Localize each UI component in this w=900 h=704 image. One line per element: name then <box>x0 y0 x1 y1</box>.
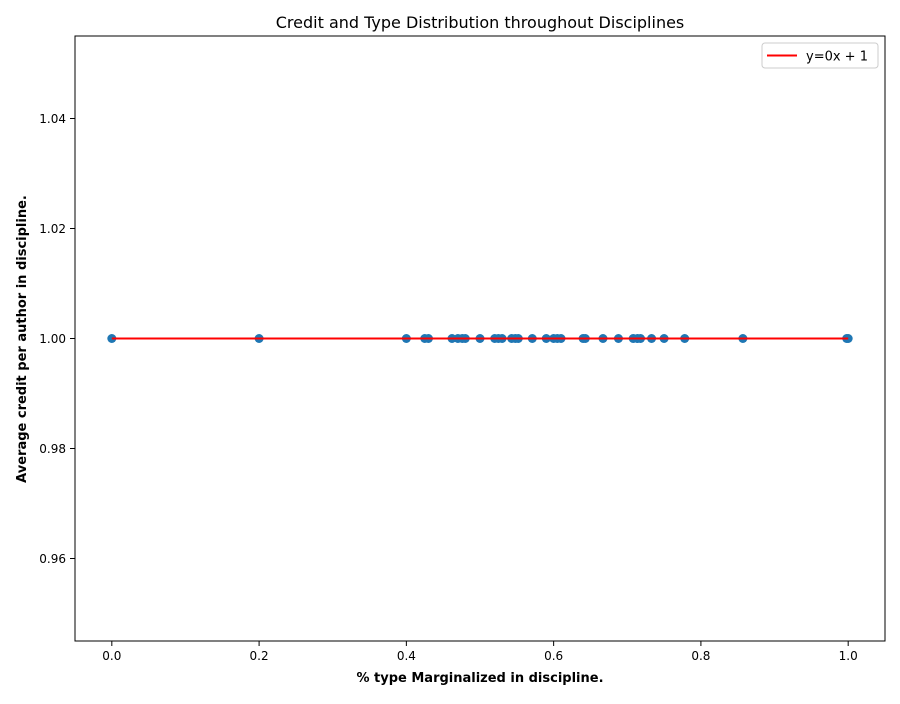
x-tick-label: 0.0 <box>102 649 121 663</box>
x-tick-label: 1.0 <box>839 649 858 663</box>
y-tick-label: 0.96 <box>39 552 66 566</box>
x-axis-label: % type Marginalized in discipline. <box>356 671 603 686</box>
y-tick-label: 1.00 <box>39 332 66 346</box>
x-tick-label: 0.6 <box>544 649 563 663</box>
y-tick-label: 1.02 <box>39 222 66 236</box>
y-tick-label: 1.04 <box>39 112 66 126</box>
axes-layer: 0.0 0.2 0.4 0.6 0.8 1.0 0.96 0.98 1.00 1.02 1.04 <box>39 112 857 663</box>
data-layer <box>107 334 853 343</box>
y-tick-label: 0.98 <box>39 442 66 456</box>
y-axis-label: Average credit per author in discipline. <box>15 195 30 483</box>
plot-frame <box>74 35 886 642</box>
x-tick-label: 0.4 <box>397 649 416 663</box>
x-tick-label: 0.2 <box>250 649 269 663</box>
x-tick-label: 0.8 <box>691 649 710 663</box>
legend-box <box>761 42 879 69</box>
chart-title: Credit and Type Distribution throughout … <box>276 13 685 32</box>
legend-entry-label: y=0x + 1 <box>806 50 868 65</box>
legend: y=0x + 1 <box>761 42 879 69</box>
